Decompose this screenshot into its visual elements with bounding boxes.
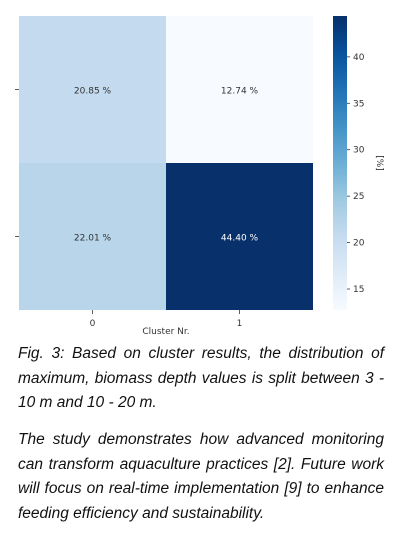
colorbar-tick-label-30: 30 xyxy=(353,146,365,156)
heatmap-cells xyxy=(19,16,313,310)
colorbar-tick-label-15: 15 xyxy=(353,285,364,295)
heatmap-cell-label-0-0: 20.85 % xyxy=(74,87,112,97)
heatmap-cell-label-1-1: 44.40 % xyxy=(221,234,259,244)
body-paragraph: The study demonstrates how advanced moni… xyxy=(18,431,384,522)
heatmap-cell-1-1 xyxy=(166,163,313,310)
heatmap-cell-1-0 xyxy=(19,163,166,310)
heatmap-cell-label-1-0: 22.01 % xyxy=(74,234,112,244)
x-axis-label: Cluster Nr. xyxy=(142,327,189,337)
x-tick-label-0: 0 xyxy=(90,319,96,329)
heatmap-cell-label-0-1: 12.74 % xyxy=(221,87,259,97)
colorbar-tick-label-20: 20 xyxy=(353,239,365,249)
colorbar-tick-label-25: 25 xyxy=(353,192,364,202)
x-tick-label-1: 1 xyxy=(237,319,243,329)
figure-caption: Fig. 3: Based on cluster results, the di… xyxy=(18,345,384,411)
heatmap-cell-0-0 xyxy=(19,16,166,163)
colorbar-tick-label-40: 40 xyxy=(353,53,365,63)
colorbar-label: [%] xyxy=(374,155,384,171)
colorbar-tick-label-35: 35 xyxy=(353,99,364,109)
colorbar-ticks: 15 20 25 30 35 40 xyxy=(347,53,365,295)
heatmap-cell-0-1 xyxy=(166,16,313,163)
heatmap-cell-labels: 20.85 % 12.74 % 22.01 % 44.40 % xyxy=(74,87,259,244)
colorbar xyxy=(333,16,347,310)
